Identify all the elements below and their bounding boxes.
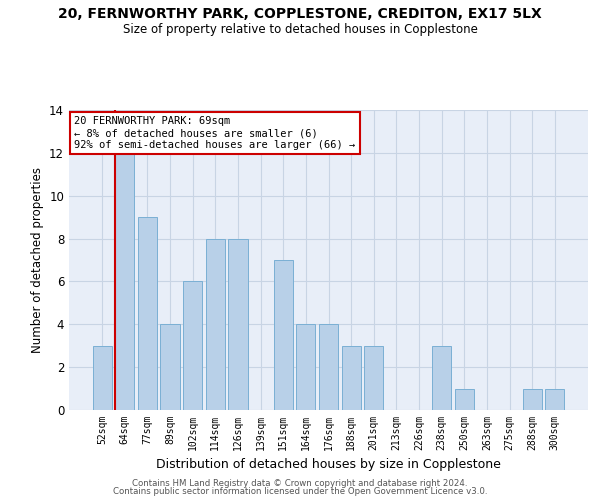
Bar bbox=[364, 346, 383, 410]
Bar bbox=[138, 217, 157, 410]
Bar bbox=[455, 388, 474, 410]
Bar bbox=[319, 324, 338, 410]
Text: Contains public sector information licensed under the Open Government Licence v3: Contains public sector information licen… bbox=[113, 488, 487, 496]
Text: 20 FERNWORTHY PARK: 69sqm
← 8% of detached houses are smaller (6)
92% of semi-de: 20 FERNWORTHY PARK: 69sqm ← 8% of detach… bbox=[74, 116, 355, 150]
Bar bbox=[432, 346, 451, 410]
Bar bbox=[341, 346, 361, 410]
Bar bbox=[274, 260, 293, 410]
Text: 20, FERNWORTHY PARK, COPPLESTONE, CREDITON, EX17 5LX: 20, FERNWORTHY PARK, COPPLESTONE, CREDIT… bbox=[58, 8, 542, 22]
Bar bbox=[92, 346, 112, 410]
Bar bbox=[206, 238, 225, 410]
Bar bbox=[115, 153, 134, 410]
Text: Size of property relative to detached houses in Copplestone: Size of property relative to detached ho… bbox=[122, 22, 478, 36]
Bar bbox=[183, 282, 202, 410]
Y-axis label: Number of detached properties: Number of detached properties bbox=[31, 167, 44, 353]
Bar bbox=[545, 388, 565, 410]
Bar bbox=[160, 324, 180, 410]
X-axis label: Distribution of detached houses by size in Copplestone: Distribution of detached houses by size … bbox=[156, 458, 501, 471]
Bar bbox=[296, 324, 316, 410]
Text: Contains HM Land Registry data © Crown copyright and database right 2024.: Contains HM Land Registry data © Crown c… bbox=[132, 478, 468, 488]
Bar bbox=[229, 238, 248, 410]
Bar bbox=[523, 388, 542, 410]
